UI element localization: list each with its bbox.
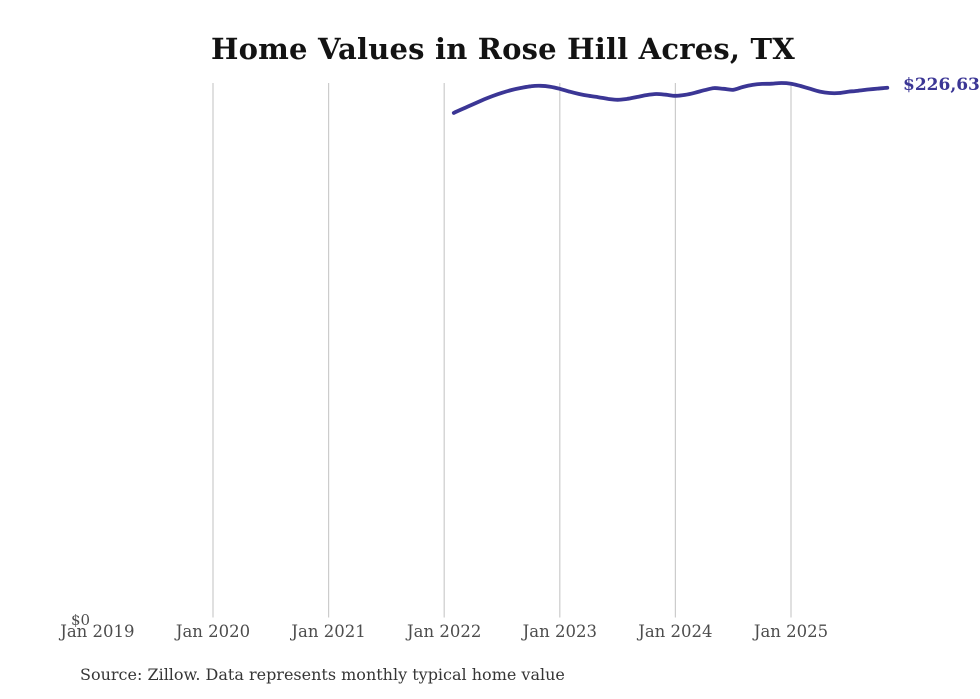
chart-title: Home Values in Rose Hill Acres, TX [211,32,795,66]
x-axis-tick-label-2023: Jan 2023 [522,622,597,641]
source-note: Source: Zillow. Data represents monthly … [80,665,565,684]
latest-value-label: $226,635 [903,75,980,95]
x-axis-tick-label-2019: Jan 2019 [60,622,135,641]
home-value-line-series [451,81,890,115]
x-axis-tick-label-2024: Jan 2024 [638,622,713,641]
x-axis-tick-label-2025: Jan 2025 [753,622,829,641]
x-axis-tick-label-2022: Jan 2022 [407,622,482,641]
x-axis-tick-label-2020: Jan 2020 [175,622,251,641]
x-axis-tick-label-2021: Jan 2021 [291,622,366,641]
y-axis-zero-label: $0 [71,611,91,629]
